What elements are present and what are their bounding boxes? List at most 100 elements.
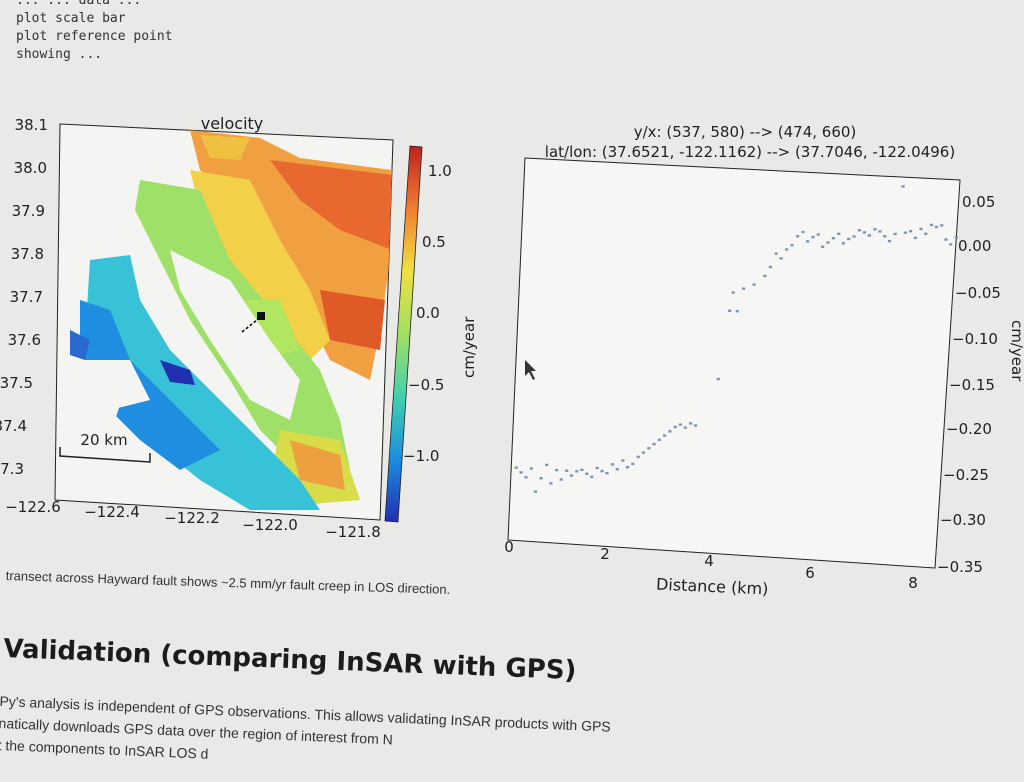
scale-bar: 20 km xyxy=(59,431,151,463)
scatter-point xyxy=(801,230,805,234)
scatter-point xyxy=(796,235,800,238)
map-x-ticks: −122.6 −122.4 −122.2 −122.0 −121.8 xyxy=(5,498,381,541)
scatter-point xyxy=(883,235,887,238)
scatter-point xyxy=(626,466,630,469)
transect-y-tick: −0.30 xyxy=(940,511,986,529)
mouse-cursor-icon xyxy=(525,360,536,380)
scatter-point xyxy=(909,230,913,233)
map-y-tick: 37.6 xyxy=(8,331,41,349)
map-y-tick: 37.5 xyxy=(0,374,33,392)
transect-x-tick: 6 xyxy=(805,564,815,582)
scatter-point xyxy=(580,468,584,471)
map-y-tick: 37.3 xyxy=(0,460,24,478)
scatter-point xyxy=(785,248,789,251)
scatter-point xyxy=(901,185,905,188)
map-y-tick: 38.1 xyxy=(15,116,48,134)
colorbar-tick: −1.0 xyxy=(403,447,439,465)
scatter-point xyxy=(731,291,735,294)
scatter-point xyxy=(533,490,537,493)
map-x-tick: −122.6 xyxy=(5,498,61,516)
colorbar: 1.0 0.5 0.0 −0.5 −1.0 cm/year xyxy=(384,145,478,523)
transect-ylabel: cm/year xyxy=(1008,320,1024,382)
scatter-point xyxy=(873,228,877,231)
transect-y-tick: −0.35 xyxy=(937,558,983,576)
scatter-point xyxy=(641,451,646,454)
scatter-point xyxy=(693,424,698,427)
scatter-point xyxy=(569,474,574,477)
map-y-tick: 37.8 xyxy=(11,245,44,263)
scatter-point xyxy=(954,236,958,239)
scatter-point xyxy=(763,274,767,278)
log-line: plot scale bar xyxy=(16,11,126,26)
scatter-point xyxy=(903,231,907,234)
scatter-point xyxy=(559,478,563,481)
scatter-point xyxy=(806,240,810,243)
scatter-point xyxy=(811,235,815,239)
scatter-point xyxy=(689,422,693,425)
scatter-point xyxy=(575,470,579,473)
scatter-point xyxy=(857,229,861,232)
scatter-point xyxy=(831,237,835,240)
scatter-point xyxy=(924,232,928,235)
console-log: ... ... data ... plot scale bar plot ref… xyxy=(16,0,173,64)
colorbar-tick: 0.0 xyxy=(416,304,440,322)
colorbar-tick: −0.5 xyxy=(408,376,444,394)
scatter-point xyxy=(652,442,656,446)
scatter-point xyxy=(768,265,772,269)
scatter-point xyxy=(919,227,923,231)
scatter-point xyxy=(821,245,825,248)
map-x-tick: −121.8 xyxy=(325,523,381,541)
reference-point-marker xyxy=(241,312,265,333)
scatter-point xyxy=(657,438,661,441)
scatter-point xyxy=(565,469,569,472)
scatter-point xyxy=(668,430,672,433)
scatter-point xyxy=(621,459,625,462)
colorbar-label: cm/year xyxy=(460,316,478,378)
scatter-point xyxy=(529,467,533,470)
transect-x-tick: 2 xyxy=(600,545,610,563)
transect-x-tick: 4 xyxy=(704,552,714,570)
map-y-tick: 37.7 xyxy=(10,288,43,306)
map-y-ticks: 38.1 38.0 37.9 37.8 37.7 37.6 37.5 37.4 … xyxy=(0,116,48,478)
scatter-point xyxy=(852,235,856,238)
scatter-point xyxy=(585,472,589,475)
scatter-point xyxy=(683,426,687,429)
scatter-point xyxy=(728,309,732,312)
scatter-point xyxy=(949,243,953,246)
scatter-point xyxy=(514,466,518,469)
scatter-point xyxy=(893,232,897,236)
map-x-tick: −122.2 xyxy=(164,509,220,527)
scatter-point xyxy=(826,241,830,244)
transect-y-tick: −0.10 xyxy=(952,330,998,348)
transect-y-ticks: 0.05 0.00 −0.05 −0.10 −0.15 −0.20 −0.25 … xyxy=(937,193,1001,576)
scatter-point xyxy=(934,225,939,229)
scatter-point xyxy=(841,242,845,245)
map-x-tick: −122.0 xyxy=(242,516,298,534)
colorbar-tick: 1.0 xyxy=(428,162,452,180)
scatter-point xyxy=(862,231,866,234)
scatter-point xyxy=(600,469,604,473)
scatter-point xyxy=(610,463,615,466)
scatter-point xyxy=(590,475,594,479)
scatter-point xyxy=(549,482,553,485)
scatter-point xyxy=(816,233,820,236)
transect-y-tick: 0.00 xyxy=(958,237,991,255)
transect-y-tick: −0.15 xyxy=(949,376,995,394)
scatter-point xyxy=(673,425,677,429)
scatter-point xyxy=(779,257,783,260)
map-x-tick: −122.4 xyxy=(84,503,140,521)
scatter-point xyxy=(678,423,682,426)
scatter-point xyxy=(663,434,667,437)
scatter-point xyxy=(735,310,739,313)
scatter-point xyxy=(944,238,948,241)
velocity-map[interactable] xyxy=(54,123,394,521)
scatter-point xyxy=(742,287,746,290)
scatter-point xyxy=(519,471,523,474)
transect-plot[interactable] xyxy=(507,157,961,569)
transect-x-tick: 8 xyxy=(908,574,918,592)
scatter-point xyxy=(878,230,882,233)
scatter-point xyxy=(615,468,619,471)
transect-xlabel: Distance (km) xyxy=(656,575,769,599)
map-y-tick: 37.4 xyxy=(0,417,27,435)
transect-y-tick: −0.05 xyxy=(955,284,1001,302)
